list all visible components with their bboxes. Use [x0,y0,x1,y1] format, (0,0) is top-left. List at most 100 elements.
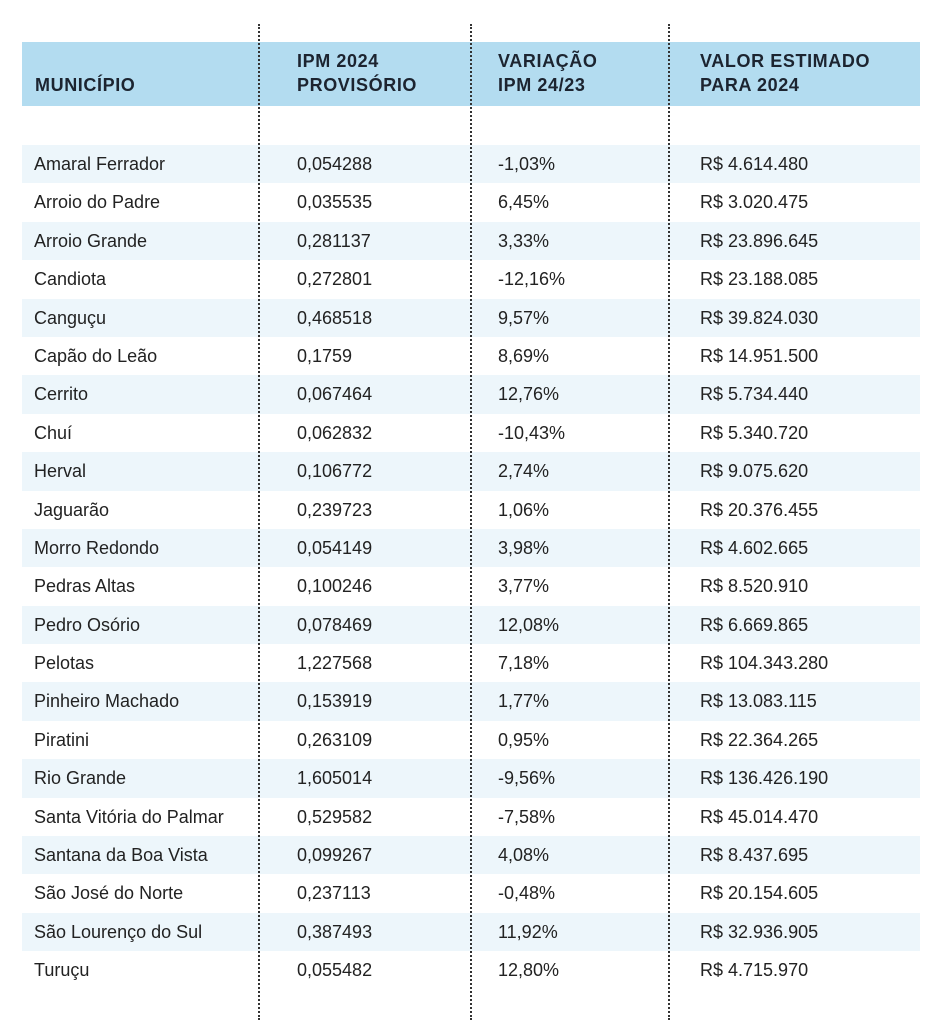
municipio-cell: Pelotas [34,653,95,674]
table-row: Piratini 0,263109 0,95% R$ 22.364.265 [22,721,920,759]
valor-cell: R$ 5.734.440 [700,384,809,405]
variacao-cell: 0,95% [498,729,550,750]
table-row: Arroio do Padre 0,035535 6,45% R$ 3.020.475 [22,183,920,221]
table-row: Candiota 0,272801 -12,16% R$ 23.188.085 [22,260,920,298]
municipio-cell: Arroio Grande [34,230,148,251]
ipm-cell: 0,281137 [297,230,371,251]
municipio-cell: Canguçu [34,307,107,328]
municipio-cell: Amaral Ferrador [34,154,166,174]
ipm-cell: 0,062832 [297,422,373,443]
ipm-cell: 0,054288 [297,154,373,174]
municipio-cell: Jaguarão [34,499,110,520]
ipm-cell: 0,468518 [297,307,373,328]
municipio-cell: São José do Norte [34,883,184,904]
table-row: Turuçu 0,055482 12,80% R$ 4.715.970 [22,951,920,989]
header-variacao: VARIAÇÃO IPM 24/23 [498,49,597,97]
table-row: Jaguarão 0,239723 1,06% R$ 20.376.455 [22,491,920,529]
variacao-cell: 1,77% [498,691,550,712]
ipm-cell: 0,100246 [297,576,373,597]
ipm-cell: 0,067464 [297,384,373,405]
municipio-cell: Morro Redondo [34,537,160,558]
table-row: Capão do Leão 0,1759 8,69% R$ 14.951.500 [22,337,920,375]
municipio-cell: São Lourenço do Sul [34,921,203,942]
header-ipm-2024: IPM 2024 PROVISÓRIO [297,49,417,97]
ipm-cell: 0,078469 [297,614,373,635]
valor-cell: R$ 5.340.720 [700,422,809,443]
variacao-cell: 3,77% [498,576,550,597]
variacao-cell: 3,33% [498,230,550,251]
ipm-cell: 0,529582 [297,806,373,827]
ipm-cell: 0,387493 [297,921,373,942]
variacao-cell: 6,45% [498,192,550,213]
municipio-cell: Piratini [34,729,90,750]
municipio-cell: Rio Grande [34,768,127,789]
ipm-cell: 0,035535 [297,192,373,213]
header-ipm-2024-line-2: PROVISÓRIO [297,75,418,95]
valor-cell: R$ 4.715.970 [700,960,809,981]
valor-cell: R$ 45.014.470 [700,806,819,827]
valor-cell: R$ 32.936.905 [700,921,819,942]
ipm-cell: 0,054149 [297,537,373,558]
valor-cell: R$ 20.154.605 [700,883,819,904]
municipio-cell: Capão do Leão [34,345,158,366]
ipm-cell: 1,227568 [297,653,373,674]
ipm-table: MUNICÍPIO IPM 2024 PROVISÓRIO VARIAÇÃO I… [22,0,920,1024]
municipio-cell: Pedro Osório [34,614,141,635]
variacao-cell: 4,08% [498,845,550,866]
table-row: Pelotas 1,227568 7,18% R$ 104.343.280 [22,644,920,682]
valor-cell: R$ 4.614.480 [700,154,809,174]
ipm-cell: 0,237113 [297,883,371,904]
municipio-cell: Arroio do Padre [34,192,161,213]
ipm-cell: 0,106772 [297,461,373,482]
valor-cell: R$ 39.824.030 [700,307,819,328]
municipio-cell: Santa Vitória do Palmar [34,806,224,827]
valor-cell: R$ 13.083.115 [700,691,817,712]
variacao-cell: -10,43% [498,422,566,443]
valor-cell: R$ 3.020.475 [700,192,809,213]
variacao-cell: 12,08% [498,614,560,635]
valor-cell: R$ 14.951.500 [700,345,819,366]
table-row: Pedras Altas 0,100246 3,77% R$ 8.520.910 [22,567,920,605]
ipm-cell: 0,055482 [297,960,373,981]
municipio-cell: Chuí [34,422,73,443]
valor-cell: R$ 20.376.455 [700,499,819,520]
ipm-cell: 0,099267 [297,845,373,866]
header-ipm-2024-line-1: IPM 2024 [297,51,379,71]
municipio-cell: Pinheiro Machado [34,691,180,712]
valor-cell: R$ 23.188.085 [700,269,819,290]
valor-cell: R$ 4.602.665 [700,537,809,558]
column-divider [258,24,260,1020]
valor-cell: R$ 8.437.695 [700,845,809,866]
header-variacao-line-2: IPM 24/23 [498,75,586,95]
variacao-cell: 7,18% [498,653,550,674]
variacao-cell: 3,98% [498,537,550,558]
municipio-cell: Pedras Altas [34,576,136,597]
ipm-cell: 0,272801 [297,269,373,290]
header-municipio: MUNICÍPIO [35,73,135,97]
header-variacao-line-1: VARIAÇÃO [498,51,598,71]
header-municipio-line-1: MUNICÍPIO [35,75,136,95]
variacao-cell: 12,80% [498,960,560,981]
valor-cell: R$ 104.343.280 [700,653,829,674]
column-divider [668,24,670,1020]
municipio-cell: Cerrito [34,384,89,405]
ipm-cell: 0,239723 [297,499,373,520]
ipm-cell: 0,263109 [297,729,373,750]
municipio-cell: Turuçu [34,960,90,981]
variacao-cell: -12,16% [498,269,566,290]
variacao-cell: 2,74% [498,461,550,482]
valor-cell: R$ 22.364.265 [700,729,819,750]
header-valor-line-1: VALOR ESTIMADO [700,51,871,71]
variacao-cell: 12,76% [498,384,560,405]
ipm-cell: 0,153919 [297,691,373,712]
valor-cell: R$ 23.896.645 [700,230,819,251]
valor-cell: R$ 8.520.910 [700,576,809,597]
table-row: Santa Vitória do Palmar 0,529582 -7,58% R$ … [22,798,920,836]
municipio-cell: Herval [34,461,87,482]
municipio-cell: Candiota [34,269,107,290]
header-valor-estimado: VALOR ESTIMADO PARA 2024 [700,49,870,97]
header-valor-line-2: PARA 2024 [700,75,800,95]
variacao-cell: -0,48% [498,883,556,904]
variacao-cell: 8,69% [498,345,550,366]
table-row: São José do Norte 0,237113 -0,48% R$ 20.154… [22,874,920,912]
